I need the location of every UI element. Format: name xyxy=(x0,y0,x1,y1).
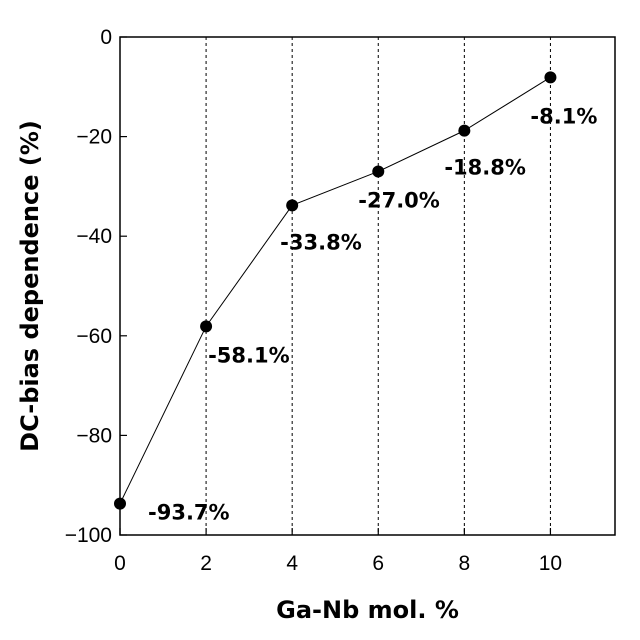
grid-lines xyxy=(206,37,550,535)
y-tick-label: −100 xyxy=(65,524,112,547)
y-tick-label: −60 xyxy=(76,325,112,348)
x-tick-label: 6 xyxy=(372,552,384,575)
x-axis-title: Ga-Nb mol. % xyxy=(276,596,459,624)
data-label: -33.8% xyxy=(280,230,362,254)
axes: 0 2 4 6 8 10 0 −20 −40 −60 −80 −100 xyxy=(65,26,562,575)
data-label: -18.8% xyxy=(444,156,526,180)
data-label: -58.1% xyxy=(208,343,290,367)
data-label: -93.7% xyxy=(148,501,230,525)
data-point xyxy=(544,71,556,83)
series-line xyxy=(120,77,550,503)
data-labels: -93.7% -58.1% -33.8% -27.0%-18.8% -8.1% xyxy=(148,104,597,524)
data-label: -27.0% xyxy=(358,188,440,212)
y-axis-title: DC-bias dependence (%) xyxy=(16,120,44,452)
data-point xyxy=(286,199,298,211)
x-tick-label: 4 xyxy=(286,552,298,575)
data-point xyxy=(114,498,126,510)
x-tick-label: 2 xyxy=(200,552,212,575)
data-point xyxy=(372,165,384,177)
x-tick-label: 8 xyxy=(459,552,471,575)
data-point xyxy=(200,320,212,332)
x-tick-label: 10 xyxy=(539,552,562,575)
data-point xyxy=(458,125,470,137)
y-tick-label: 0 xyxy=(100,26,112,49)
x-tick-label: 0 xyxy=(114,552,126,575)
y-tick-label: −80 xyxy=(76,424,112,447)
data-label: -8.1% xyxy=(530,104,597,128)
series xyxy=(114,71,556,509)
y-tick-label: −40 xyxy=(76,225,112,248)
y-tick-label: −20 xyxy=(76,126,112,149)
